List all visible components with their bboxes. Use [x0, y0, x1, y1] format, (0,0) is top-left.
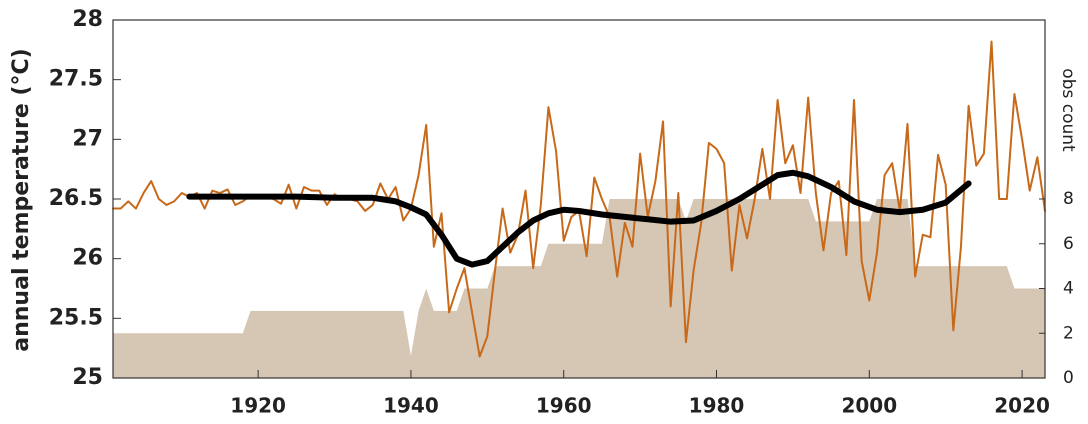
- x-tick-label: 1920: [230, 394, 286, 418]
- x-tick-label: 2020: [994, 394, 1050, 418]
- x-tick-label: 1960: [536, 394, 592, 418]
- x-tick-label: 2000: [841, 394, 897, 418]
- y2-tick-label: 6: [1063, 234, 1074, 254]
- y2-tick-label: 4: [1063, 279, 1074, 299]
- y2-tick-label: 2: [1063, 323, 1074, 343]
- y2-tick-label: 8: [1063, 189, 1074, 209]
- y-axis-label: annual temperature (°C): [9, 48, 34, 351]
- y-tick-label: 26.5: [49, 186, 103, 211]
- y2-tick-label: 0: [1063, 368, 1074, 388]
- y-tick-label: 27: [72, 126, 103, 151]
- y-tick-label: 25.5: [49, 305, 103, 330]
- y-tick-label: 26: [72, 246, 103, 271]
- line: [186, 169, 972, 268]
- y-tick-label: 25: [72, 365, 103, 390]
- y2-axis-label: obs count: [1058, 68, 1078, 152]
- x-tick-label: 1980: [689, 394, 745, 418]
- y-tick-label: 27.5: [49, 67, 103, 92]
- y-tick-label: 28: [72, 7, 103, 32]
- obs-area: [113, 199, 1045, 378]
- x-tick-label: 1940: [383, 394, 439, 418]
